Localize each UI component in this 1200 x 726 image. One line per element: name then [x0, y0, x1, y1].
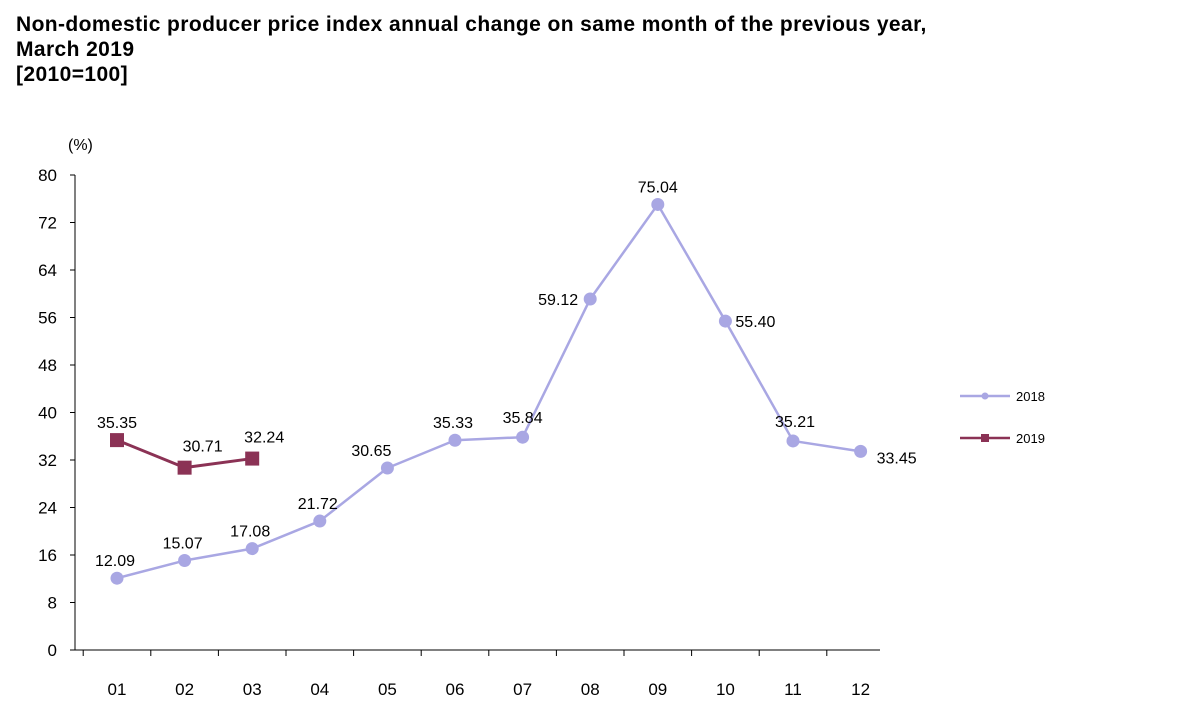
x-tick-label: 09 — [648, 680, 667, 699]
data-point-2018 — [786, 434, 800, 448]
data-point-2018 — [380, 461, 394, 475]
data-label-2018: 12.09 — [95, 553, 135, 570]
data-point-2019 — [110, 433, 124, 448]
y-tick-label: 32 — [38, 451, 57, 470]
x-tick-label: 08 — [581, 680, 600, 699]
y-tick-label: 80 — [38, 166, 57, 185]
x-tick-label: 02 — [175, 680, 194, 699]
chart-title: Non-domestic producer price index annual… — [16, 12, 1196, 87]
data-label-2018: 30.65 — [351, 443, 391, 460]
data-point-2019 — [177, 460, 192, 475]
data-point-2018 — [245, 542, 259, 556]
data-point-2018 — [718, 314, 732, 328]
x-tick-label: 07 — [513, 680, 532, 699]
series-2019: 35.35 30.71 32.24 — [97, 415, 284, 475]
axes — [70, 174, 880, 656]
y-tick-label: 40 — [38, 404, 57, 423]
data-label-2018: 59.12 — [538, 292, 578, 309]
x-tick-label: 05 — [378, 680, 397, 699]
data-label-2018: 21.72 — [298, 496, 338, 513]
data-label-2018: 75.04 — [638, 179, 678, 196]
x-tick-label: 01 — [108, 680, 127, 699]
x-tick-label: 04 — [310, 680, 329, 699]
chart-title-line-2: March 2019 — [16, 38, 135, 61]
data-point-2018 — [651, 197, 665, 211]
data-label-2019: 30.71 — [183, 439, 223, 456]
x-tick-label: 06 — [446, 680, 465, 699]
data-label-2018: 15.07 — [163, 536, 203, 553]
data-label-2018: 35.33 — [433, 415, 473, 432]
x-tick-label: 11 — [784, 680, 802, 699]
data-point-2018 — [516, 430, 530, 444]
data-label-2018: 35.21 — [775, 414, 815, 431]
y-axis-unit-label: (%) — [68, 137, 93, 154]
data-point-2018 — [313, 514, 327, 528]
x-tick-label: 03 — [243, 680, 262, 699]
legend-label-2019: 2019 — [1016, 431, 1045, 446]
data-label-2018: 55.40 — [735, 314, 775, 331]
data-label-2018: 35.84 — [503, 410, 543, 427]
data-point-2018 — [854, 444, 868, 458]
y-tick-label: 56 — [38, 309, 57, 328]
legend-marker-2019 — [981, 434, 989, 442]
legend-marker-2018 — [981, 392, 989, 400]
x-tick-labels: 01 02 03 04 05 06 07 08 09 10 11 12 — [108, 680, 871, 699]
data-label-2018: 17.08 — [230, 524, 270, 541]
chart-title-line-1: Non-domestic producer price index annual… — [16, 13, 927, 36]
series-layer: 12.09 15.07 17.08 21.72 30.65 35.33 35.84 59.12… — [95, 179, 917, 585]
y-tick-label: 48 — [38, 356, 57, 375]
data-label-2018: 33.45 — [877, 450, 917, 467]
y-tick-labels: 0 8 16 24 32 40 48 56 64 72 80 — [38, 166, 57, 660]
series-line-2018 — [116, 203, 861, 580]
data-point-2018 — [178, 554, 192, 568]
data-point-2018 — [583, 292, 597, 306]
x-tick-label: 12 — [851, 680, 870, 699]
data-point-2019 — [245, 451, 260, 466]
y-tick-label: 24 — [38, 499, 57, 518]
chart-title-line-3: [2010=100] — [16, 63, 129, 86]
data-label-2019: 35.35 — [97, 415, 137, 432]
data-label-2019: 32.24 — [244, 430, 284, 447]
y-tick-label: 72 — [38, 214, 57, 233]
y-tick-label: 0 — [48, 641, 57, 660]
x-tick-label: 10 — [716, 680, 735, 699]
legend: 2018 2019 — [960, 389, 1045, 446]
y-tick-label: 16 — [38, 546, 57, 565]
data-point-2018 — [448, 433, 462, 447]
series-2018: 12.09 15.07 17.08 21.72 30.65 35.33 35.84 59.12… — [95, 179, 917, 585]
data-point-2018 — [110, 571, 124, 585]
legend-label-2018: 2018 — [1016, 389, 1045, 404]
y-tick-label: 8 — [48, 594, 57, 613]
y-tick-label: 64 — [38, 261, 57, 280]
